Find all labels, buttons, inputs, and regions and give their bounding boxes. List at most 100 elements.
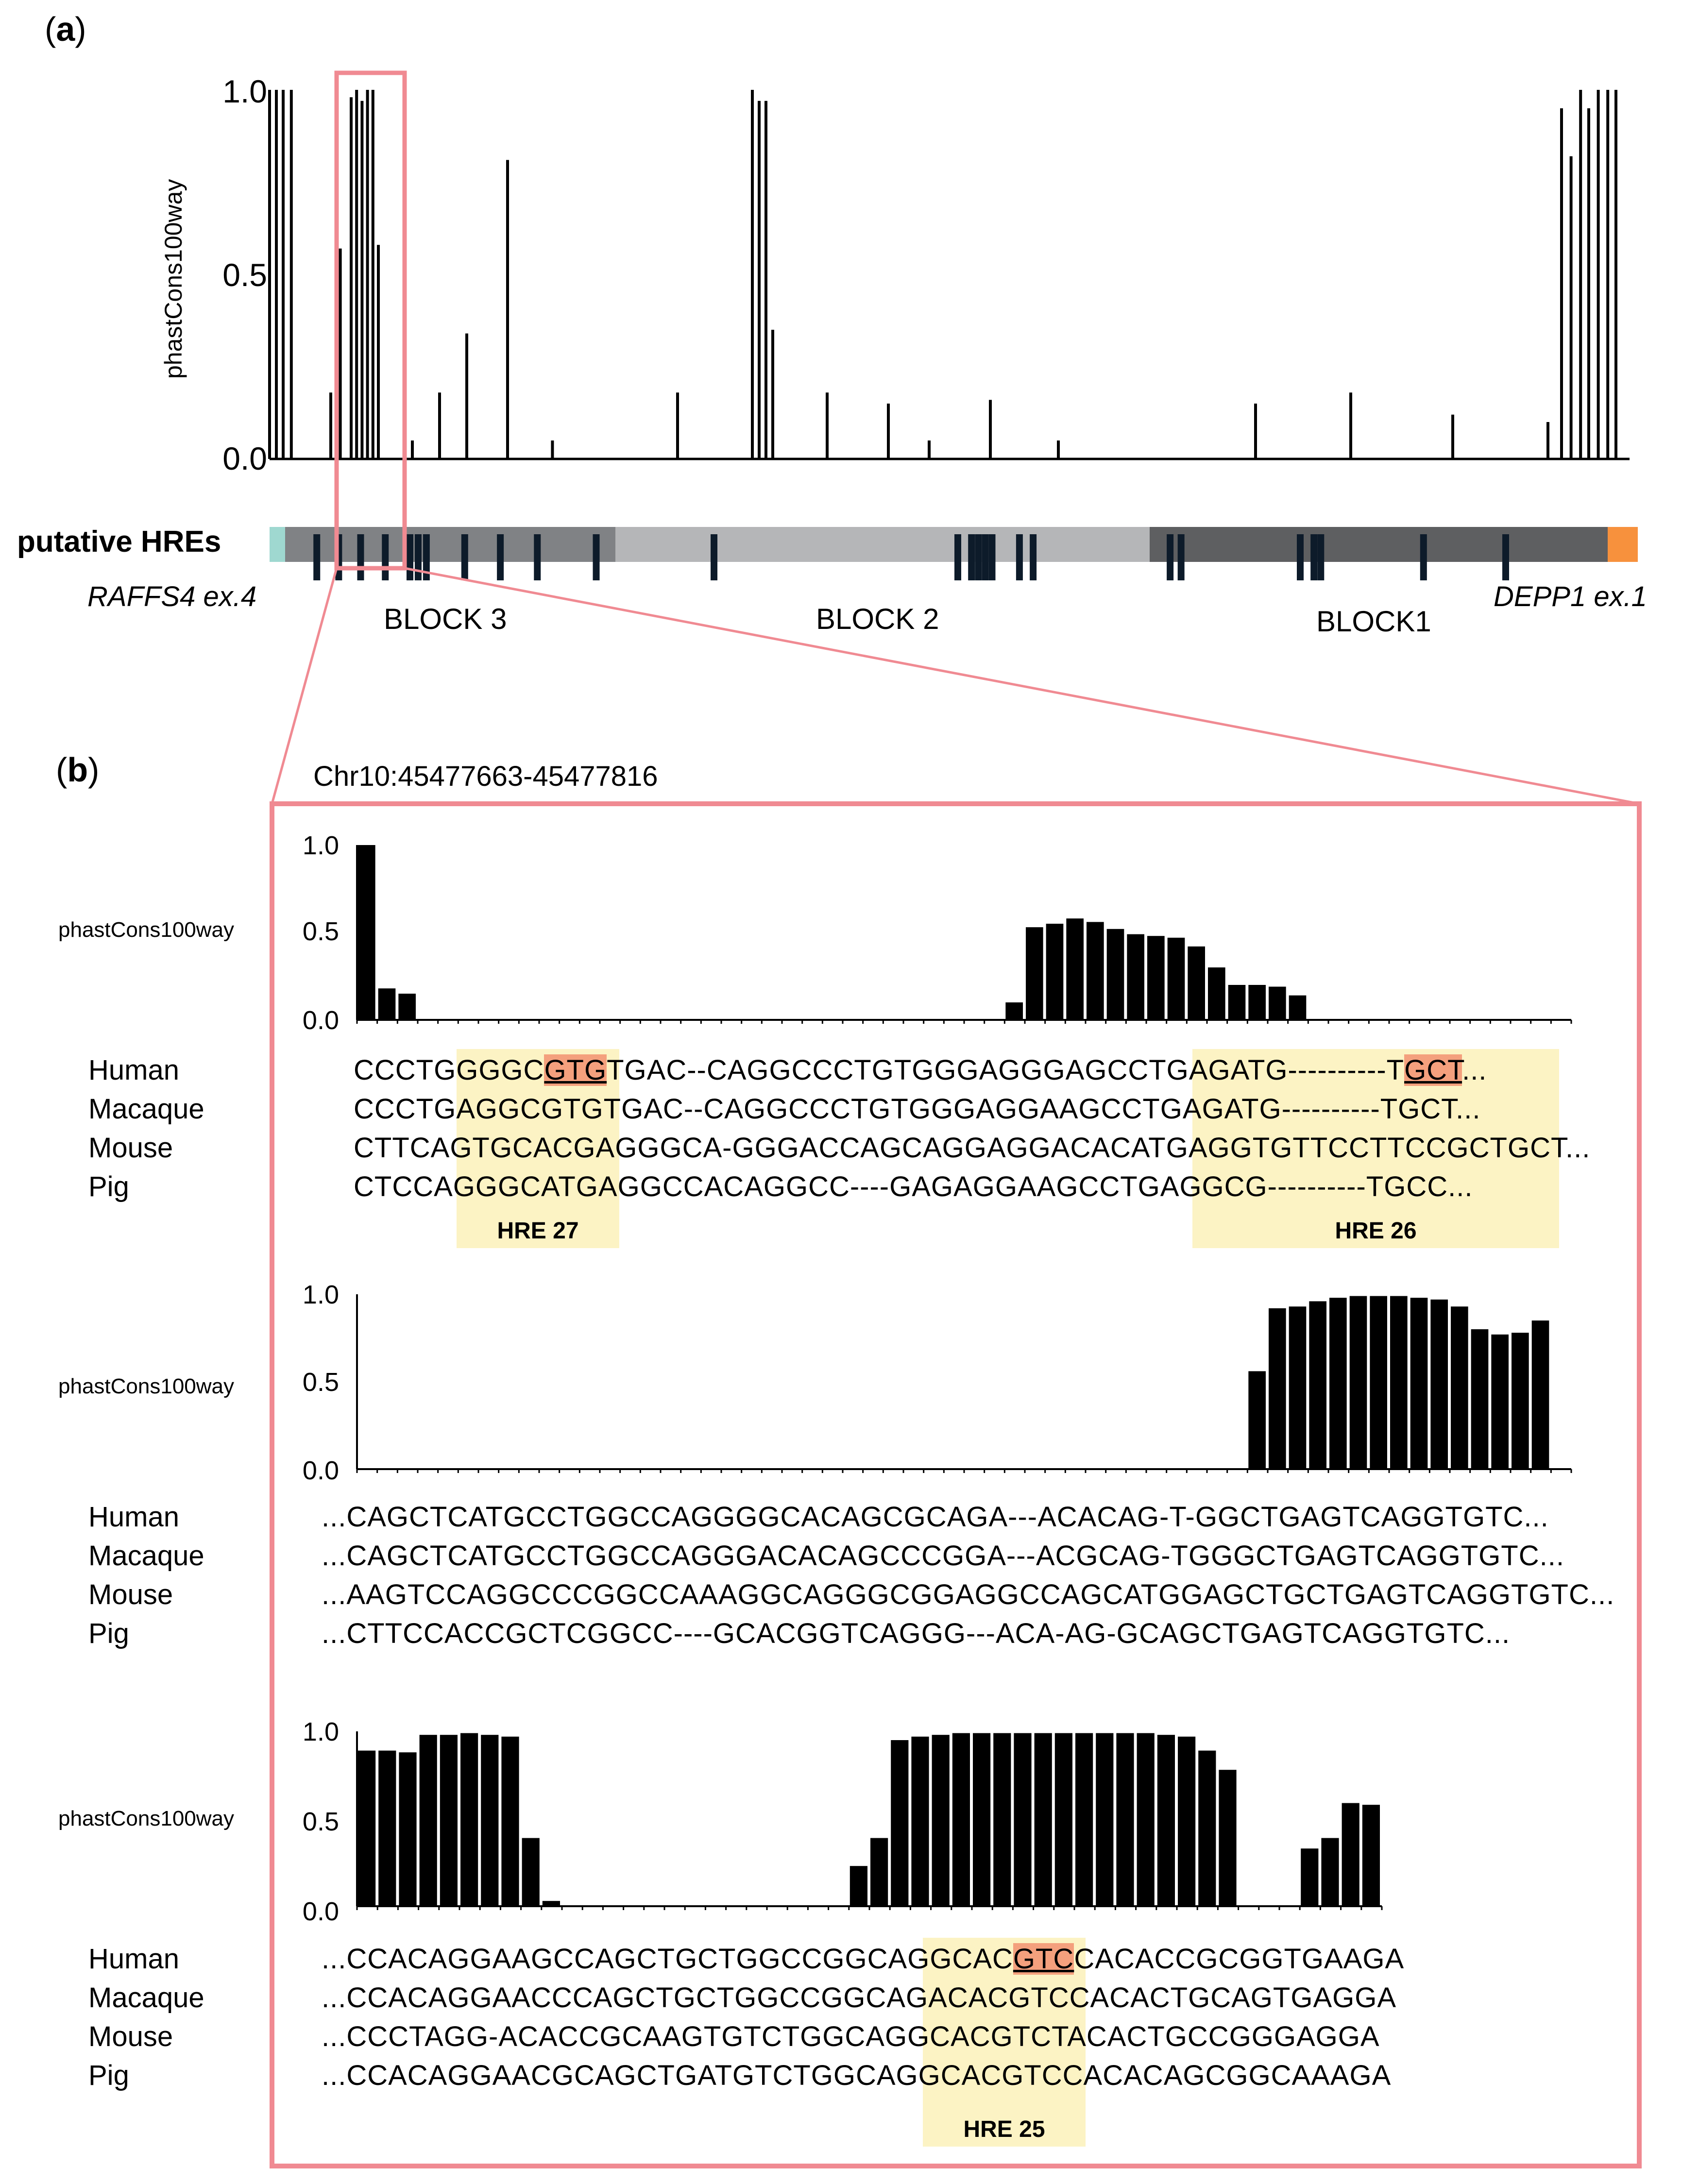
hre-tick bbox=[1310, 534, 1318, 580]
conservation-bar bbox=[1127, 934, 1144, 1020]
conservation-bar bbox=[1269, 986, 1286, 1020]
row2-ytick-1: 1.0 bbox=[302, 1280, 339, 1309]
row3-seq-pig: ...CCACAGGAACGCAGCTGATGTCTGGCAGGCACGTCCA… bbox=[322, 2060, 1392, 2091]
hre-track-block2 bbox=[615, 527, 1150, 562]
row1-species-human: Human bbox=[88, 1054, 179, 1086]
hre-tick bbox=[968, 534, 975, 580]
hre-tick bbox=[423, 534, 430, 580]
hre-tick bbox=[497, 534, 504, 580]
hre-tick bbox=[1167, 534, 1174, 580]
row1-seq-human: CCCTGGGGCGTGTGAC--CAGGCCCTGTGGGAGGGAGCCT… bbox=[354, 1054, 1487, 1086]
hre-tick bbox=[988, 534, 996, 580]
conservation-bar bbox=[1370, 1296, 1387, 1469]
row3-species-pig: Pig bbox=[88, 2060, 129, 2091]
conservation-bar bbox=[952, 1733, 970, 1906]
panel-a-ytick-0: 0.0 bbox=[222, 440, 267, 476]
hre-tick bbox=[954, 534, 961, 580]
hre-tick bbox=[711, 534, 718, 580]
row3-conservation-chart bbox=[356, 1731, 1383, 1910]
conservation-bar bbox=[1147, 936, 1165, 1020]
conservation-bar bbox=[1034, 1733, 1052, 1906]
row2-ytick-0: 0.0 bbox=[302, 1456, 339, 1485]
hre26-label: HRE 26 bbox=[1335, 1218, 1417, 1244]
conservation-bar bbox=[1087, 922, 1104, 1020]
panel-a-ytick-05: 0.5 bbox=[222, 257, 267, 293]
conservation-bar bbox=[1014, 1733, 1032, 1906]
hre-track-right-end bbox=[1608, 527, 1638, 562]
conservation-bar bbox=[1026, 927, 1043, 1020]
conservation-bar bbox=[398, 994, 416, 1020]
conservation-bar bbox=[460, 1733, 478, 1906]
conservation-bar bbox=[1066, 918, 1084, 1020]
conservation-bar bbox=[1116, 1733, 1134, 1906]
conservation-bar bbox=[1248, 985, 1266, 1020]
conservation-bar bbox=[1321, 1838, 1339, 1906]
hre26-box: HRE 26 bbox=[1192, 1049, 1559, 1248]
conservation-bar bbox=[419, 1735, 437, 1906]
conservation-bar bbox=[1289, 995, 1307, 1020]
conservation-bar bbox=[440, 1735, 458, 1906]
conservation-bar bbox=[1188, 946, 1205, 1020]
putative-hres-label: putative HREs bbox=[17, 525, 221, 559]
hre-tick bbox=[1297, 534, 1304, 580]
block2-label: BLOCK 2 bbox=[816, 603, 939, 635]
conservation-bar bbox=[358, 845, 375, 1020]
panel-b-label: (b) bbox=[56, 751, 100, 789]
hre27-label: HRE 27 bbox=[497, 1218, 579, 1244]
conservation-bar bbox=[1106, 929, 1124, 1020]
row1-ytick-0: 0.0 bbox=[302, 1006, 339, 1035]
hre-tick bbox=[1317, 534, 1325, 580]
hre25-label: HRE 25 bbox=[963, 2116, 1045, 2142]
row1-seq-mouse: CTTCAGTGCACGAGGGCA-GGGACCAGCAGGAGGACACAT… bbox=[354, 1132, 1591, 1164]
row2-species-macaque: Macaque bbox=[88, 1540, 204, 1572]
row2-conservation-chart bbox=[356, 1294, 1572, 1473]
conservation-bar bbox=[1390, 1296, 1408, 1469]
conservation-bar bbox=[1075, 1733, 1093, 1906]
conservation-bar bbox=[522, 1838, 540, 1906]
hre-tick bbox=[1177, 534, 1185, 580]
conservation-bar bbox=[378, 988, 396, 1020]
hre-tick bbox=[414, 534, 422, 580]
conservation-bar bbox=[911, 1736, 929, 1906]
hre-tick bbox=[534, 534, 541, 580]
conservation-bar bbox=[378, 1750, 396, 1906]
row1-ylabel: phastCons100way bbox=[58, 918, 235, 942]
row3-ytick-05: 0.5 bbox=[302, 1807, 339, 1836]
row2-seq-human: ...CAGCTCATGCCTGGCCAGGGGCACAGCGCAGA---AC… bbox=[322, 1501, 1549, 1533]
conservation-bar bbox=[1178, 1736, 1196, 1906]
conservation-bar bbox=[1512, 1333, 1529, 1469]
zoom-line-right bbox=[404, 567, 1640, 805]
panel-a-ytick-1: 1.0 bbox=[222, 73, 267, 109]
conservation-bar bbox=[870, 1838, 888, 1906]
row2-ylabel: phastCons100way bbox=[58, 1374, 235, 1398]
conservation-bar bbox=[1137, 1733, 1155, 1906]
hre-tick bbox=[313, 534, 321, 580]
hre-tick bbox=[461, 534, 468, 580]
conservation-bar bbox=[358, 1750, 376, 1906]
conservation-bar bbox=[1362, 1805, 1380, 1906]
conservation-bar bbox=[1451, 1306, 1468, 1469]
conservation-bar bbox=[1198, 1750, 1216, 1906]
hre-tick bbox=[982, 534, 989, 580]
panel-a-conservation-chart bbox=[268, 90, 1630, 460]
coordinates-label: Chr10:45477663-45477816 bbox=[313, 761, 658, 792]
hre-tick bbox=[1420, 534, 1427, 580]
row3-seq-macaque: ...CCACAGGAACCCAGCTGCTGGCCGGCAGACACGTCCA… bbox=[322, 1982, 1397, 2014]
row2-species-pig: Pig bbox=[88, 1618, 129, 1649]
conservation-bar bbox=[1301, 1848, 1319, 1906]
conservation-bar bbox=[1349, 1296, 1367, 1469]
conservation-bar bbox=[1005, 1002, 1023, 1020]
hre-core-motif: GTG bbox=[544, 1054, 607, 1086]
conservation-bar bbox=[1096, 1733, 1114, 1906]
row1-ytick-1: 1.0 bbox=[302, 831, 339, 860]
row3-ylabel: phastCons100way bbox=[58, 1807, 235, 1830]
hre-tick bbox=[975, 534, 982, 580]
row2-species-mouse: Mouse bbox=[88, 1579, 173, 1610]
conservation-bar bbox=[1342, 1803, 1359, 1906]
block1-label: BLOCK1 bbox=[1316, 605, 1431, 638]
hre-tick bbox=[593, 534, 600, 580]
hre-track-block1 bbox=[1150, 527, 1608, 562]
conservation-bar bbox=[1046, 924, 1064, 1020]
conservation-bar bbox=[1410, 1298, 1428, 1469]
